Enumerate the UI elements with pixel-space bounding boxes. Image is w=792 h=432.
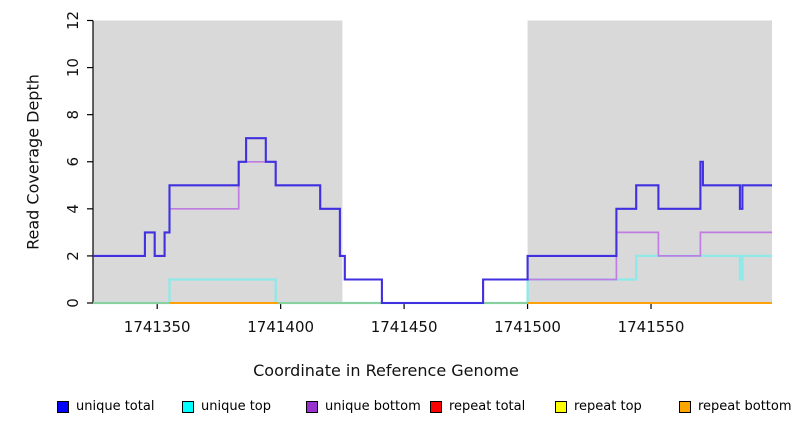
- y-tick-label: 8: [64, 110, 82, 120]
- legend-item-repeat-bottom: repeat bottom: [679, 399, 792, 414]
- y-tick-label: 2: [64, 251, 82, 261]
- legend-label: repeat bottom: [698, 399, 792, 414]
- legend-swatch-icon: [306, 400, 318, 413]
- y-tick-label: 10: [64, 58, 82, 77]
- y-tick-label: 4: [64, 204, 82, 214]
- shaded-region-right: [527, 20, 772, 303]
- legend-label: unique total: [76, 399, 155, 414]
- x-axis-title: Coordinate in Reference Genome: [253, 361, 519, 380]
- y-tick-label: 12: [64, 11, 82, 30]
- x-tick-label: 1741350: [124, 318, 191, 336]
- x-tick-label: 1741450: [371, 318, 438, 336]
- legend-item-repeat-top: repeat top: [555, 399, 642, 414]
- legend-swatch-icon: [430, 400, 442, 413]
- y-tick-label: 0: [64, 298, 82, 308]
- series-line-unique-total: [93, 137, 772, 305]
- legend-label: repeat total: [449, 399, 526, 414]
- legend-swatch-icon: [555, 400, 567, 413]
- legend-label: unique top: [201, 399, 272, 414]
- legend-label: repeat top: [574, 399, 642, 414]
- legend-item-unique-bottom: unique bottom: [306, 399, 421, 414]
- legend-item-repeat-total: repeat total: [430, 399, 525, 414]
- legend-label: unique bottom: [325, 399, 421, 414]
- y-axis-title: Read Coverage Depth: [23, 74, 43, 250]
- legend: unique total unique top unique bottom repea…: [0, 399, 792, 421]
- legend-swatch-icon: [182, 400, 194, 413]
- legend-swatch-icon: [679, 400, 691, 413]
- legend-swatch-icon: [57, 400, 69, 413]
- shaded-region-left: [93, 20, 343, 303]
- x-tick-label: 1741400: [247, 318, 314, 336]
- legend-item-unique-top: unique top: [182, 399, 271, 414]
- x-tick-label: 1741500: [494, 318, 561, 336]
- legend-item-unique-total: unique total: [57, 399, 154, 414]
- x-tick-label: 1741550: [618, 318, 685, 336]
- y-tick-label: 6: [64, 157, 82, 167]
